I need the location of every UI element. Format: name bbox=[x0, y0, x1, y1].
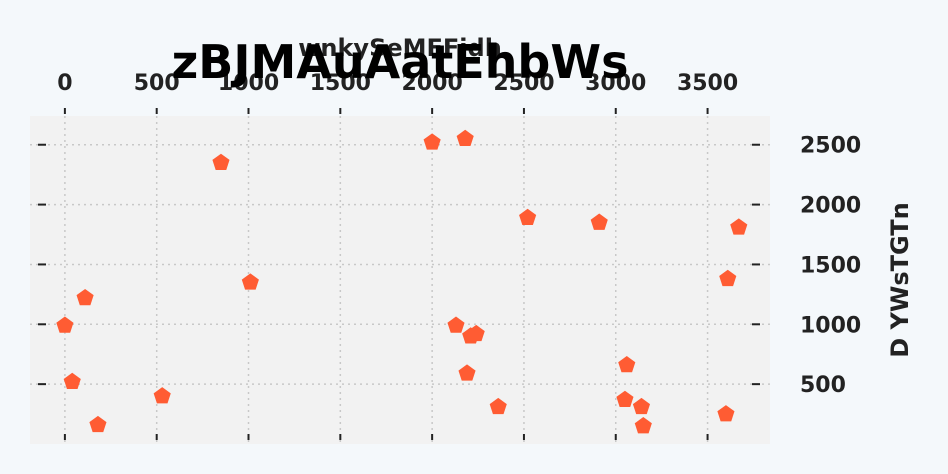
x-tick-label: 0 bbox=[57, 71, 72, 96]
data-point bbox=[423, 133, 441, 150]
data-point bbox=[634, 417, 652, 434]
data-point bbox=[616, 390, 634, 407]
data-point bbox=[63, 372, 81, 390]
data-point bbox=[632, 397, 651, 415]
x-tick-label: 1000 bbox=[218, 71, 279, 96]
data-point bbox=[462, 327, 480, 344]
data-point bbox=[730, 218, 748, 235]
x-tick-label: 3000 bbox=[585, 71, 646, 96]
data-point bbox=[519, 208, 537, 226]
x-tick-label: 1500 bbox=[310, 71, 371, 96]
data-point bbox=[89, 415, 107, 433]
data-point bbox=[153, 387, 171, 404]
data-point bbox=[241, 273, 259, 290]
y-tick-label: 500 bbox=[800, 373, 846, 398]
x-tick-label: 3500 bbox=[677, 71, 738, 96]
data-point bbox=[618, 355, 636, 373]
y-axis-label: D YWsTGTn bbox=[886, 202, 914, 358]
grid-lines bbox=[30, 116, 770, 444]
data-point bbox=[447, 316, 465, 333]
x-tick-label: 2500 bbox=[493, 71, 554, 96]
data-point bbox=[456, 129, 474, 147]
data-point bbox=[76, 288, 94, 306]
data-point bbox=[590, 213, 608, 230]
data-point bbox=[489, 397, 507, 415]
data-point bbox=[458, 364, 476, 381]
data-point bbox=[719, 269, 737, 287]
y-tick-label: 2000 bbox=[800, 194, 861, 219]
data-point bbox=[212, 153, 230, 170]
data-points bbox=[56, 129, 748, 434]
chart-title: zBJMAuAatEhbWs bbox=[172, 35, 629, 89]
axis-ticks: 0 500 1000 1500 2000 2500 3000 3500 500 1000 1500 2… bbox=[38, 71, 861, 440]
x-tick-label: 500 bbox=[134, 71, 180, 96]
x-tick-label: 2000 bbox=[402, 71, 463, 96]
y-tick-label: 1500 bbox=[800, 253, 861, 278]
data-point bbox=[717, 405, 735, 422]
y-tick-label: 1000 bbox=[800, 313, 861, 338]
x-axis-label: wnkySeMFFidh bbox=[298, 34, 502, 62]
plot-area bbox=[30, 116, 770, 444]
y-tick-label: 2500 bbox=[800, 134, 861, 159]
data-point bbox=[56, 316, 74, 333]
